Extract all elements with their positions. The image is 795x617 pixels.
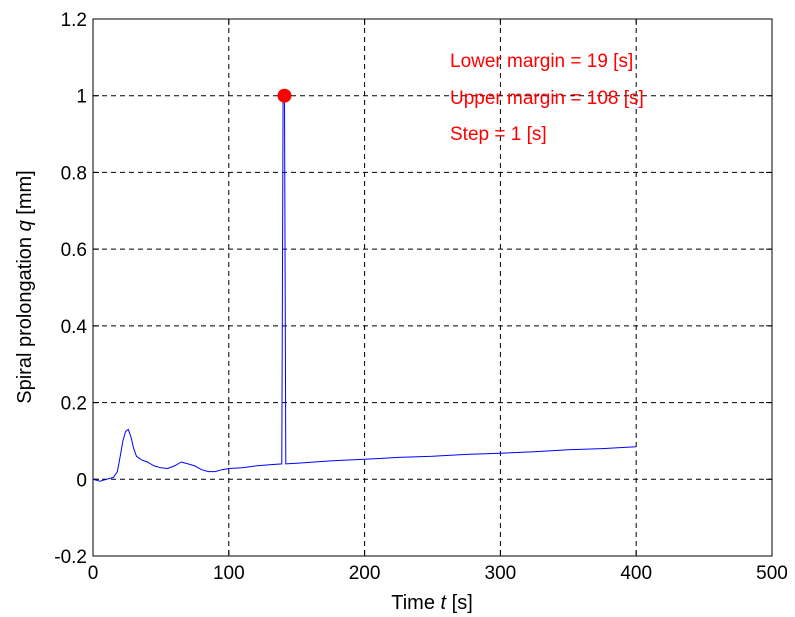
annotation-upper-margin: Upper margin = 108 [s] [450,88,644,109]
y-tick-label: 1 [76,87,87,108]
y-tick-label: 1.2 [61,10,87,31]
annotations: Lower margin = 19 [s] Upper margin = 108… [450,51,644,145]
x-tick-label: 500 [756,563,788,584]
y-tick-label: -0.2 [54,547,87,568]
series-layer [92,95,637,482]
y-tick-label: 0.2 [61,394,87,415]
y-tick-label: 0.8 [61,163,87,184]
x-tick-label: 100 [213,563,245,584]
marker-layer [277,88,292,103]
y-axis-label: Spiral prolongation q [mm] [14,170,36,403]
x-tick-label: 0 [88,563,99,584]
x-tick-label: 200 [349,563,381,584]
x-tick-label: 400 [620,563,652,584]
peak-marker [277,88,292,103]
series-line [92,95,637,482]
x-tick-label: 300 [485,563,517,584]
axis-ticks: 0 100 200 300 400 500-0.200.20.40.60.811.2 [54,10,788,584]
annotation-step: Step = 1 [s] [450,124,547,145]
y-tick-label: 0.4 [61,317,88,338]
y-tick-label: 0 [76,470,87,491]
grid [93,19,772,556]
x-axis-label: Time t [s] [391,592,473,614]
annotation-lower-margin: Lower margin = 19 [s] [450,51,633,72]
y-tick-label: 0.6 [61,240,87,261]
plot-frame [92,18,773,557]
